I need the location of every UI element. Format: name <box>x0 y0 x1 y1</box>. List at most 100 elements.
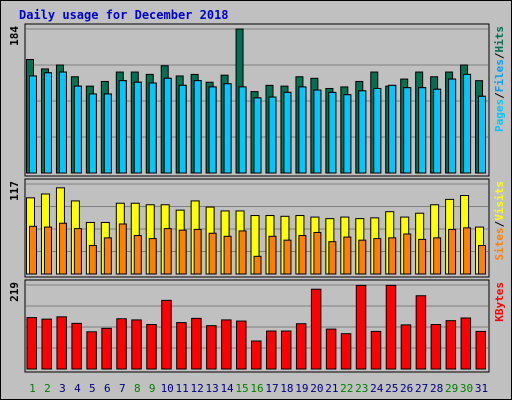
bar-kbytes-day-25 <box>385 284 397 370</box>
bar-pages-day-14 <box>223 83 232 174</box>
bar-pages-day-23 <box>358 90 367 174</box>
bar-sites-day-16 <box>253 255 262 275</box>
legend-visits-sites: Sites/Visits <box>493 181 506 261</box>
bar-pages-day-4 <box>73 85 82 174</box>
bar-sites-day-14 <box>223 235 232 275</box>
bar-kbytes-day-8 <box>131 319 142 370</box>
legend-item: Sites <box>493 227 506 260</box>
bar-sites-day-30 <box>463 227 472 275</box>
bar-pages-day-20 <box>313 89 322 174</box>
bar-sites-day-6 <box>103 237 112 275</box>
bar-pages-day-17 <box>268 96 277 174</box>
bar-kbytes-day-4 <box>71 322 82 370</box>
panel-hits-files-pages: 184 Pages/Files/Hits <box>8 23 506 177</box>
bar-sites-day-13 <box>208 232 217 275</box>
bar-kbytes-day-29 <box>445 320 457 370</box>
bar-sites-day-10 <box>163 228 172 275</box>
panel-visits-sites: 117 Sites/Visits <box>8 178 506 278</box>
bar-pages-day-9 <box>148 82 157 174</box>
x-tick-label-20: 20 <box>310 382 323 395</box>
bar-kbytes-day-20 <box>310 288 322 370</box>
x-tick-label-4: 4 <box>74 382 81 395</box>
bar-kbytes-day-31 <box>475 330 487 370</box>
x-tick-label-1: 1 <box>29 382 36 395</box>
x-tick-label-17: 17 <box>265 382 278 395</box>
legend-item: Hits <box>493 26 506 53</box>
bar-kbytes-day-24 <box>370 330 382 370</box>
x-tick-label-21: 21 <box>325 382 338 395</box>
bar-kbytes-day-22 <box>340 333 352 370</box>
legend-item: / <box>493 220 506 227</box>
x-tick-label-9: 9 <box>149 382 156 395</box>
x-tick-label-16: 16 <box>250 382 263 395</box>
bar-kbytes-day-1 <box>26 317 37 370</box>
bar-kbytes-day-14 <box>221 319 232 370</box>
bar-kbytes-day-6 <box>101 327 112 370</box>
x-tick-label-18: 18 <box>280 382 293 395</box>
bar-sites-day-22 <box>343 236 352 275</box>
bar-sites-day-26 <box>403 233 412 275</box>
bar-pages-day-24 <box>373 87 382 174</box>
x-tick-label-27: 27 <box>415 382 428 395</box>
x-tick-label-24: 24 <box>370 382 384 395</box>
x-tick-label-30: 30 <box>460 382 473 395</box>
bar-kbytes-day-19 <box>295 323 307 370</box>
bar-sites-day-5 <box>88 245 97 275</box>
bar-sites-day-23 <box>358 239 367 275</box>
x-tick-label-14: 14 <box>220 382 234 395</box>
bar-pages-day-11 <box>178 84 187 174</box>
bar-sites-day-2 <box>43 226 52 275</box>
bar-kbytes-day-26 <box>400 324 412 370</box>
bar-kbytes-day-10 <box>161 299 172 370</box>
bar-kbytes-day-5 <box>86 331 97 370</box>
bar-pages-day-26 <box>403 87 412 174</box>
y-max-label: 184 <box>8 26 21 46</box>
x-tick-label-2: 2 <box>44 382 51 395</box>
bar-sites-day-21 <box>328 241 337 275</box>
bar-kbytes-day-16 <box>251 340 262 370</box>
bar-pages-day-30 <box>463 73 472 174</box>
bar-sites-day-17 <box>268 235 277 275</box>
bar-kbytes-day-11 <box>176 322 187 370</box>
x-tick-label-11: 11 <box>176 382 189 395</box>
bar-pages-day-12 <box>193 80 202 174</box>
bar-sites-day-3 <box>58 222 67 275</box>
legend-item: / <box>493 92 506 99</box>
bar-pages-day-7 <box>118 80 127 174</box>
bar-kbytes-day-2 <box>41 318 52 370</box>
bar-pages-day-25 <box>388 84 397 174</box>
bar-kbytes-day-23 <box>355 284 367 370</box>
x-tick-label-6: 6 <box>104 382 111 395</box>
x-tick-label-29: 29 <box>445 382 458 395</box>
legend-kbytes: KBytes <box>493 282 506 322</box>
x-tick-label-23: 23 <box>355 382 368 395</box>
bar-sites-day-7 <box>118 223 127 275</box>
x-tick-label-28: 28 <box>430 382 443 395</box>
legend-hits-files-pages: Pages/Files/Hits <box>493 26 506 132</box>
bar-pages-day-13 <box>208 86 217 174</box>
bar-kbytes-day-15 <box>236 320 247 370</box>
bar-pages-day-31 <box>478 95 487 174</box>
y-max-label: 219 <box>8 282 21 302</box>
bar-sites-day-28 <box>433 237 442 275</box>
bar-pages-day-2 <box>43 72 52 174</box>
legend-item: KBytes <box>493 282 506 322</box>
bar-kbytes-day-9 <box>146 324 157 370</box>
x-tick-label-31: 31 <box>475 382 488 395</box>
bar-kbytes-day-27 <box>415 295 427 370</box>
bar-pages-day-15 <box>238 86 247 174</box>
legend-item: / <box>493 52 506 59</box>
bar-pages-day-18 <box>283 91 292 174</box>
x-tick-label-19: 19 <box>295 382 308 395</box>
bar-sites-day-8 <box>133 235 142 275</box>
x-tick-label-13: 13 <box>205 382 218 395</box>
bar-sites-day-24 <box>373 238 382 275</box>
bar-kbytes-day-13 <box>206 325 217 370</box>
bar-pages-day-8 <box>133 81 142 174</box>
bar-kbytes-day-7 <box>116 318 127 370</box>
bar-pages-day-6 <box>103 93 112 174</box>
bar-sites-day-11 <box>178 229 187 275</box>
bar-kbytes-day-21 <box>325 328 337 370</box>
legend-item: Pages <box>493 99 506 132</box>
